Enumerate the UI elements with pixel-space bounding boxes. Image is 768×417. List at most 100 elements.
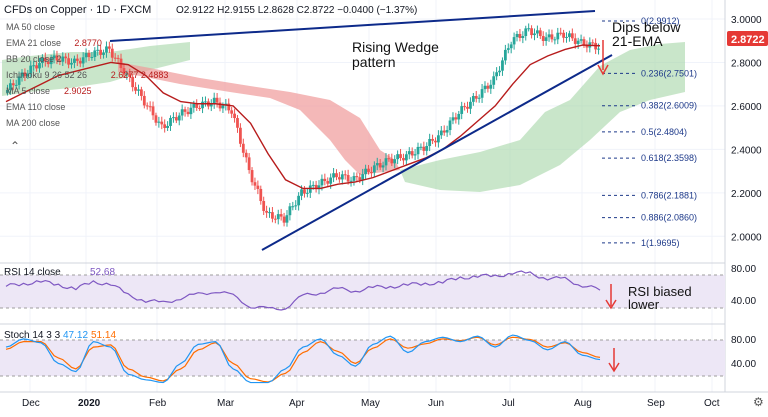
candle-body bbox=[256, 185, 260, 189]
settings-icon[interactable]: ⚙ bbox=[753, 395, 764, 409]
legend-label: MA 200 close bbox=[6, 118, 60, 128]
candle-body bbox=[474, 95, 478, 99]
candle-body bbox=[38, 63, 41, 69]
candle-body bbox=[547, 34, 551, 38]
candle-body bbox=[367, 168, 370, 172]
time-label: May bbox=[361, 398, 380, 409]
candle-body bbox=[247, 157, 251, 171]
candle-body bbox=[323, 178, 327, 182]
candle-body bbox=[492, 76, 496, 85]
candle-body bbox=[227, 103, 231, 111]
candle-body bbox=[576, 40, 580, 44]
candle-body bbox=[145, 105, 149, 107]
stoch-tick-80: 80.00 bbox=[731, 335, 756, 346]
candle-body bbox=[160, 121, 164, 125]
stoch-k-value: 47.12 bbox=[63, 330, 88, 341]
candle-body bbox=[399, 154, 402, 158]
candle-body bbox=[148, 106, 152, 108]
candle-body bbox=[337, 177, 341, 180]
candle-body bbox=[221, 105, 225, 109]
candle-body bbox=[259, 188, 263, 202]
candle-body bbox=[506, 48, 510, 50]
candle-body bbox=[387, 158, 391, 160]
candle-body bbox=[335, 173, 338, 178]
candle-body bbox=[346, 175, 350, 182]
candle-body bbox=[279, 214, 283, 217]
candle-body bbox=[20, 72, 24, 77]
candle-body bbox=[291, 206, 295, 208]
candle-body bbox=[311, 184, 315, 186]
cloud-bullish bbox=[2, 42, 190, 96]
candle-body bbox=[17, 76, 21, 85]
candle-body bbox=[361, 174, 365, 181]
candle-body bbox=[416, 146, 420, 155]
candle-body bbox=[460, 106, 464, 114]
candle-body bbox=[64, 56, 68, 59]
price-grid bbox=[0, 0, 725, 392]
candle-body bbox=[195, 103, 199, 108]
candle-body bbox=[515, 33, 519, 38]
candle-body bbox=[58, 60, 62, 62]
candle-body bbox=[332, 173, 335, 178]
candle-body bbox=[317, 185, 321, 190]
candle-body bbox=[436, 135, 440, 143]
candle-body bbox=[442, 130, 446, 133]
fib-label: 0.382(2.6009) bbox=[641, 101, 697, 111]
candle-body bbox=[151, 106, 155, 116]
price-tick: 3.0000 bbox=[731, 15, 762, 26]
legend-label: EMA 21 close bbox=[6, 38, 61, 48]
collapse-icon[interactable]: ⌃ bbox=[10, 139, 20, 153]
legend-value: 2.8770 bbox=[74, 38, 102, 48]
time-axis: Dec 2020 Feb Mar Apr May Jun Jul Aug Sep Oct bbox=[22, 398, 720, 409]
rsi-title: RSI 14 close bbox=[4, 267, 61, 278]
candle-body bbox=[573, 38, 577, 44]
candle-body bbox=[134, 87, 137, 91]
time-label: Jul bbox=[502, 398, 515, 409]
candle-body bbox=[297, 195, 301, 206]
legend-label: MA 5 close bbox=[6, 86, 50, 96]
wedge-lower-line bbox=[261, 54, 613, 251]
candle-body bbox=[67, 58, 71, 65]
symbol-title: CFDs on Copper · 1D · FXCM bbox=[4, 4, 151, 16]
candle-body bbox=[163, 124, 167, 128]
candle-body bbox=[305, 192, 309, 194]
candle-body bbox=[381, 165, 385, 168]
fib-label: 0.5(2.4804) bbox=[641, 127, 687, 137]
fib-label: 0.886(2.0860) bbox=[641, 213, 697, 223]
price-tick: 2.2000 bbox=[731, 189, 762, 200]
fib-label: 0.236(2.7501) bbox=[641, 68, 697, 78]
candle-body bbox=[265, 210, 269, 213]
candle-body bbox=[186, 111, 190, 115]
candle-body bbox=[422, 146, 426, 151]
candle-body bbox=[262, 201, 266, 211]
candle-body bbox=[300, 189, 303, 196]
candle-body bbox=[314, 184, 318, 190]
candle-body bbox=[364, 168, 368, 175]
fib-label: 0(2.9912) bbox=[641, 16, 680, 26]
candle-body bbox=[352, 176, 356, 181]
candle-body bbox=[288, 206, 292, 216]
candle-body bbox=[498, 70, 501, 73]
candle-body bbox=[568, 33, 571, 37]
candle-body bbox=[343, 174, 347, 176]
indicator-legend: MA 50 close EMA 21 close 2.8770 BB 20 close… bbox=[6, 22, 168, 128]
candle-body bbox=[174, 117, 178, 121]
candle-body bbox=[413, 154, 417, 156]
ema21-line bbox=[5, 44, 601, 190]
candle-body bbox=[384, 158, 388, 166]
candle-body bbox=[180, 109, 184, 116]
candle-body bbox=[244, 152, 248, 158]
candle-body bbox=[253, 182, 257, 186]
candle-body bbox=[466, 106, 469, 109]
time-label: Mar bbox=[217, 398, 235, 409]
candle-body bbox=[128, 73, 132, 77]
stoch-k-line bbox=[5, 334, 601, 384]
price-axis: 3.0000 2.8000 2.6000 2.4000 2.2000 2.0000 bbox=[731, 15, 762, 243]
candle-body bbox=[99, 49, 103, 55]
ohlc-readout: O2.9122 H2.9155 L2.8628 C2.8722 −0.0400 … bbox=[176, 5, 417, 16]
candle-body bbox=[431, 138, 434, 141]
candle-body bbox=[559, 32, 563, 34]
rsi-arrow-head bbox=[605, 299, 617, 310]
